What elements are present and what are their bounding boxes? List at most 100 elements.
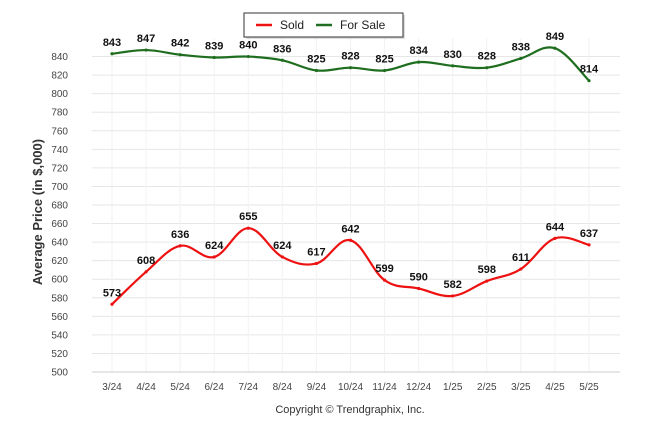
y-tick-label: 840: [51, 52, 68, 63]
x-tick-label: 5/25: [579, 382, 599, 393]
data-point-for-sale: [519, 56, 523, 61]
y-tick-label: 620: [51, 256, 68, 267]
data-label-sold: 655: [239, 211, 257, 223]
data-point-for-sale: [417, 60, 421, 64]
data-point-sold: [110, 302, 114, 306]
legend[interactable]: Sold For Sale: [243, 12, 405, 39]
data-label-for-sale: 838: [512, 41, 530, 53]
data-point-sold: [519, 267, 523, 271]
data-label-for-sale: 847: [137, 33, 155, 45]
data-point-for-sale: [246, 54, 250, 59]
data-label-for-sale: 828: [341, 51, 359, 63]
data-label-sold: 582: [444, 279, 462, 291]
data-point-sold: [280, 255, 284, 259]
data-label-for-sale: 825: [375, 53, 393, 65]
data-point-for-sale: [178, 53, 182, 57]
legend-item-for-sale[interactable]: For Sale: [340, 18, 386, 32]
x-tick-label: 8/24: [273, 382, 293, 393]
data-label-sold: 573: [103, 287, 121, 299]
y-tick-label: 780: [51, 108, 68, 119]
x-tick-label: 2/25: [477, 382, 497, 393]
x-tick-label: 4/24: [136, 382, 156, 393]
data-label-for-sale: 825: [307, 53, 325, 65]
x-tick-label: 3/25: [511, 382, 531, 393]
y-tick-label: 580: [51, 293, 68, 304]
y-tick-label: 500: [51, 368, 68, 379]
y-tick-label: 720: [51, 163, 68, 174]
data-label-for-sale: 839: [205, 40, 223, 52]
data-point-sold: [144, 270, 148, 274]
y-tick-label: 660: [51, 219, 68, 230]
x-tick-label: 9/24: [307, 382, 327, 393]
data-label-sold: 617: [307, 246, 325, 258]
y-tick-label: 700: [51, 182, 68, 193]
data-point-for-sale: [314, 68, 319, 73]
data-point-for-sale: [451, 64, 455, 68]
data-point-for-sale: [348, 66, 353, 70]
data-label-sold: 608: [137, 255, 155, 267]
y-tick-label: 740: [51, 145, 68, 156]
data-point-for-sale: [110, 52, 114, 56]
y-tick-label: 760: [51, 126, 68, 137]
y-tick-label: 520: [51, 349, 68, 360]
legend-item-sold[interactable]: Sold: [280, 18, 304, 32]
data-label-sold: 611: [512, 252, 530, 264]
x-tick-label: 10/24: [338, 382, 363, 393]
data-label-for-sale: 840: [239, 40, 257, 52]
copyright-text: Copyright © Trendgraphix, Inc.: [275, 404, 424, 416]
x-tick-label: 4/25: [545, 382, 565, 393]
data-label-layer: 573 608 636 624 655 624 617 642 599 590 582 598 611 6…: [103, 31, 599, 299]
x-tick-label: 6/24: [204, 382, 224, 393]
data-label-sold: 624: [205, 240, 224, 252]
data-point-for-sale: [212, 55, 216, 60]
data-point-for-sale: [485, 66, 489, 70]
data-point-sold: [246, 226, 250, 230]
y-tick-label: 640: [51, 238, 68, 249]
x-tick-label: 5/24: [170, 382, 190, 393]
y-tick-label: 800: [51, 89, 68, 100]
x-tick-label: 12/24: [406, 382, 431, 393]
data-point-sold: [451, 294, 455, 298]
x-tick-label: 1/25: [443, 382, 463, 393]
data-point-for-sale: [587, 79, 591, 83]
axis-layer: 500 520 540 560 580 600 620 640 660 680 700 720 740 7…: [51, 52, 620, 393]
data-point-sold: [212, 255, 216, 259]
y-tick-label: 540: [51, 330, 68, 341]
data-point-sold: [348, 238, 353, 242]
data-label-sold: 636: [171, 229, 189, 241]
data-point-sold: [417, 286, 421, 291]
data-label-for-sale: 843: [103, 37, 121, 49]
x-tick-label: 7/24: [239, 382, 259, 393]
data-label-for-sale: 828: [478, 51, 496, 63]
data-point-for-sale: [382, 68, 387, 73]
data-label-sold: 637: [580, 228, 598, 240]
data-label-for-sale: 834: [409, 45, 428, 57]
data-label-for-sale: 830: [444, 49, 462, 61]
y-tick-label: 820: [51, 71, 68, 82]
y-tick-label: 560: [51, 312, 68, 323]
data-point-sold: [314, 261, 319, 266]
data-label-sold: 590: [409, 272, 427, 284]
data-point-for-sale: [144, 48, 148, 52]
data-point-sold: [587, 243, 591, 247]
data-label-for-sale: 849: [546, 31, 564, 43]
data-point-sold: [485, 279, 489, 283]
data-label-sold: 644: [546, 221, 565, 233]
data-label-sold: 624: [273, 240, 292, 252]
data-label-for-sale: 842: [171, 38, 189, 50]
data-point-sold: [382, 278, 387, 282]
series-layer: [110, 46, 591, 306]
data-label-for-sale: 836: [273, 43, 291, 55]
x-tick-label: 3/24: [102, 382, 122, 393]
y-axis-title: Average Price (in $,000): [30, 139, 45, 285]
data-label-sold: 598: [478, 264, 496, 276]
data-point-sold: [553, 236, 557, 240]
grid-layer: [92, 38, 620, 373]
data-point-for-sale: [280, 58, 284, 62]
x-tick-label: 11/24: [372, 382, 397, 393]
data-point-for-sale: [553, 46, 557, 50]
y-tick-label: 600: [51, 275, 68, 286]
data-point-sold: [178, 244, 182, 248]
